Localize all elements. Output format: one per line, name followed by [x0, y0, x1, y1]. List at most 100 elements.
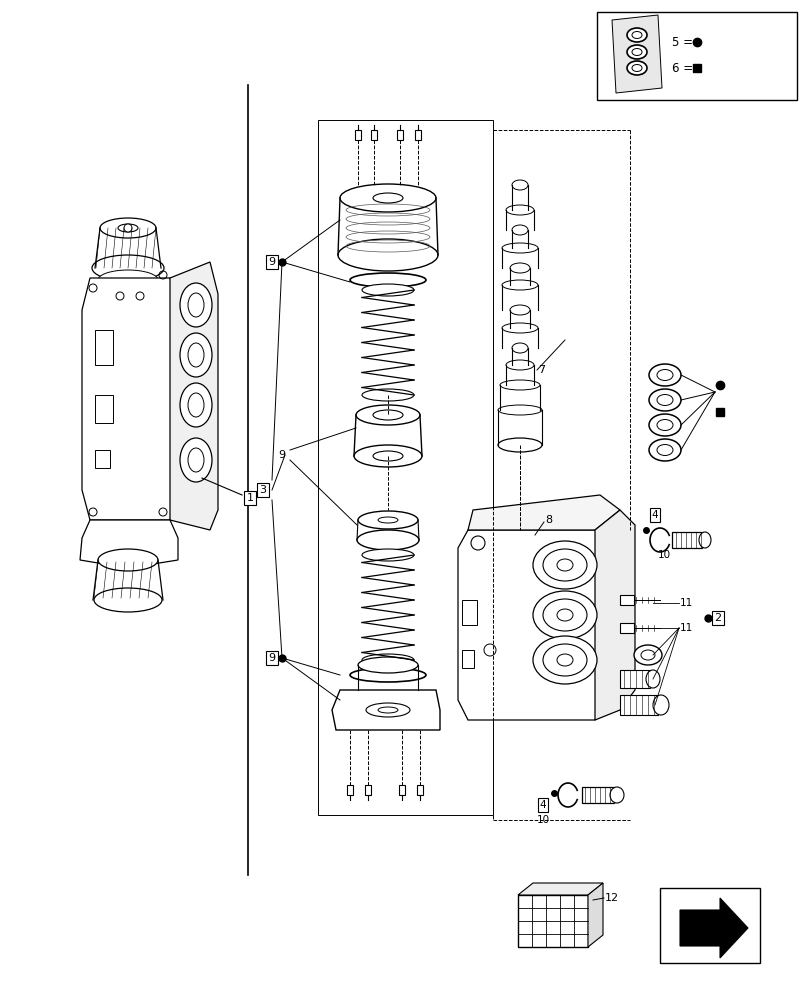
- Ellipse shape: [509, 263, 530, 273]
- Ellipse shape: [340, 184, 436, 212]
- Bar: [365, 785, 371, 795]
- Ellipse shape: [362, 654, 414, 666]
- Ellipse shape: [357, 530, 418, 550]
- Bar: [354, 130, 361, 140]
- Ellipse shape: [631, 31, 642, 38]
- Ellipse shape: [94, 588, 162, 612]
- Ellipse shape: [378, 517, 397, 523]
- Bar: [417, 785, 423, 795]
- Ellipse shape: [640, 650, 654, 660]
- Ellipse shape: [631, 48, 642, 55]
- Ellipse shape: [378, 707, 397, 713]
- Text: 7: 7: [538, 365, 544, 375]
- Ellipse shape: [656, 420, 672, 430]
- Ellipse shape: [180, 438, 212, 482]
- Ellipse shape: [98, 270, 158, 290]
- Text: 9: 9: [268, 257, 275, 267]
- Ellipse shape: [497, 438, 541, 452]
- Ellipse shape: [505, 205, 534, 215]
- Ellipse shape: [626, 61, 646, 75]
- Ellipse shape: [556, 654, 573, 666]
- Ellipse shape: [512, 343, 527, 353]
- Ellipse shape: [500, 380, 539, 390]
- Text: 1: 1: [247, 493, 253, 503]
- Bar: [346, 785, 353, 795]
- Ellipse shape: [188, 393, 204, 417]
- Ellipse shape: [366, 703, 410, 717]
- Polygon shape: [517, 883, 603, 895]
- Ellipse shape: [95, 256, 161, 280]
- Ellipse shape: [543, 549, 586, 581]
- Ellipse shape: [188, 293, 204, 317]
- Bar: [397, 130, 402, 140]
- Ellipse shape: [512, 180, 527, 190]
- Ellipse shape: [609, 787, 623, 803]
- Ellipse shape: [646, 670, 659, 688]
- Text: 4: 4: [539, 800, 546, 810]
- Bar: [659, 888, 759, 963]
- Text: 11: 11: [679, 623, 693, 633]
- Text: 3: 3: [260, 485, 266, 495]
- Bar: [672, 532, 702, 548]
- Ellipse shape: [180, 383, 212, 427]
- Ellipse shape: [188, 343, 204, 367]
- Circle shape: [124, 224, 132, 232]
- Ellipse shape: [698, 532, 710, 548]
- Ellipse shape: [505, 360, 534, 370]
- Bar: [620, 695, 657, 715]
- Ellipse shape: [501, 323, 538, 333]
- Text: 11: 11: [679, 598, 693, 608]
- Bar: [318, 120, 492, 815]
- Ellipse shape: [626, 45, 646, 59]
- Polygon shape: [80, 520, 178, 568]
- Text: 12: 12: [604, 893, 618, 903]
- Ellipse shape: [512, 225, 527, 235]
- Text: 5 =: 5 =: [672, 35, 692, 48]
- Bar: [461, 600, 476, 625]
- Ellipse shape: [358, 511, 418, 529]
- Bar: [620, 670, 649, 688]
- Bar: [371, 130, 376, 140]
- Ellipse shape: [509, 305, 530, 315]
- Polygon shape: [332, 690, 440, 730]
- Text: 6 =: 6 =: [672, 62, 693, 75]
- Bar: [517, 895, 587, 947]
- Polygon shape: [82, 278, 178, 520]
- Ellipse shape: [631, 64, 642, 72]
- Polygon shape: [594, 510, 634, 720]
- Ellipse shape: [180, 283, 212, 327]
- Ellipse shape: [497, 405, 541, 415]
- Polygon shape: [467, 495, 620, 530]
- Ellipse shape: [543, 599, 586, 631]
- Ellipse shape: [362, 389, 414, 401]
- Text: 10: 10: [657, 550, 671, 560]
- Ellipse shape: [543, 644, 586, 676]
- Bar: [398, 785, 405, 795]
- Ellipse shape: [358, 657, 418, 673]
- Ellipse shape: [656, 369, 672, 380]
- Ellipse shape: [656, 394, 672, 406]
- Ellipse shape: [180, 333, 212, 377]
- Ellipse shape: [648, 364, 680, 386]
- Ellipse shape: [100, 218, 156, 238]
- Ellipse shape: [118, 224, 138, 232]
- Bar: [620, 623, 633, 633]
- Bar: [95, 330, 113, 365]
- Bar: [95, 450, 109, 468]
- Ellipse shape: [556, 559, 573, 571]
- Text: 9: 9: [268, 653, 275, 663]
- Ellipse shape: [372, 410, 402, 420]
- Bar: [596, 12, 796, 100]
- Polygon shape: [587, 883, 603, 947]
- Ellipse shape: [362, 549, 414, 561]
- Text: 4: 4: [651, 510, 658, 520]
- Ellipse shape: [648, 439, 680, 461]
- Polygon shape: [457, 530, 604, 720]
- Text: 10: 10: [536, 815, 549, 825]
- Text: 8: 8: [544, 515, 551, 525]
- Ellipse shape: [188, 448, 204, 472]
- Text: 2: 2: [714, 613, 721, 623]
- Bar: [620, 595, 633, 605]
- Ellipse shape: [532, 541, 596, 589]
- Polygon shape: [169, 262, 217, 530]
